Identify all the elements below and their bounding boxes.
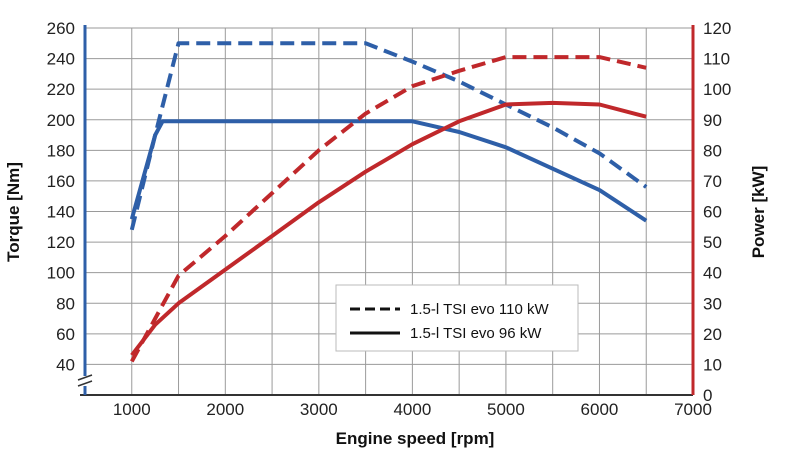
- series-line-torque-solid: [129, 119, 648, 223]
- x-tick-label: 2000: [206, 400, 244, 419]
- y-left-tick-label: 40: [56, 355, 75, 374]
- legend: 1.5-l TSI evo 110 kW 1.5-l TSI evo 96 kW: [335, 284, 579, 352]
- axis-break-gap: [77, 376, 93, 386]
- y-left-tick-label: 260: [47, 19, 75, 38]
- y-left-tick-label: 80: [56, 294, 75, 313]
- x-tick-label: 3000: [300, 400, 338, 419]
- y-right-tick-label: 40: [703, 264, 722, 283]
- y-axis-right-title: Power [kW]: [749, 166, 768, 259]
- y-right-tick-label: 50: [703, 233, 722, 252]
- series-lines: [129, 41, 648, 363]
- y-left-tick-label: 220: [47, 80, 75, 99]
- y-left-tick-label: 140: [47, 203, 75, 222]
- y-right-tick-label: 10: [703, 355, 722, 374]
- y-right-tick-label: 120: [703, 19, 731, 38]
- x-axis-title: Engine speed [rpm]: [336, 429, 495, 448]
- x-tick-label: 6000: [581, 400, 619, 419]
- legend-label-110kw: 1.5-l TSI evo 110 kW: [410, 301, 550, 318]
- y-left-tick-label: 100: [47, 264, 75, 283]
- axis-break-mark: [77, 374, 93, 381]
- y-right-tick-label: 20: [703, 325, 722, 344]
- y-left-tick-label: 240: [47, 50, 75, 69]
- y-left-tick-label: 60: [56, 325, 75, 344]
- y-left-tick-label: 200: [47, 111, 75, 130]
- y-right-tick-label: 30: [703, 294, 722, 313]
- x-tick-label: 5000: [487, 400, 525, 419]
- axis-break-mark: [77, 380, 93, 387]
- x-tick-label: 4000: [393, 400, 431, 419]
- legend-box: [335, 284, 579, 352]
- axes: 1000 2000 3000 4000 5000 6000 7000406080100120…: [47, 19, 732, 419]
- y-right-tick-label: 110: [703, 50, 730, 69]
- y-right-tick-label: 70: [703, 172, 722, 191]
- series-line-torque-dashed: [129, 41, 648, 231]
- legend-label-96kw: 1.5-l TSI evo 96 kW: [410, 325, 542, 342]
- y-left-tick-label: 180: [47, 141, 75, 160]
- y-right-tick-label: 100: [703, 80, 731, 99]
- series-line-power-dashed: [130, 55, 647, 363]
- x-tick-label: 7000: [674, 400, 712, 419]
- y-axis-left-title: Torque [Nm]: [4, 162, 23, 262]
- y-right-tick-label: 0: [703, 386, 712, 405]
- y-left-tick-label: 120: [47, 233, 75, 252]
- y-right-tick-label: 60: [703, 203, 722, 222]
- y-right-tick-label: 80: [703, 141, 722, 160]
- y-right-tick-label: 90: [703, 111, 722, 130]
- y-left-tick-label: 160: [47, 172, 75, 191]
- series-line-power-solid: [130, 100, 647, 357]
- x-tick-label: 1000: [113, 400, 151, 419]
